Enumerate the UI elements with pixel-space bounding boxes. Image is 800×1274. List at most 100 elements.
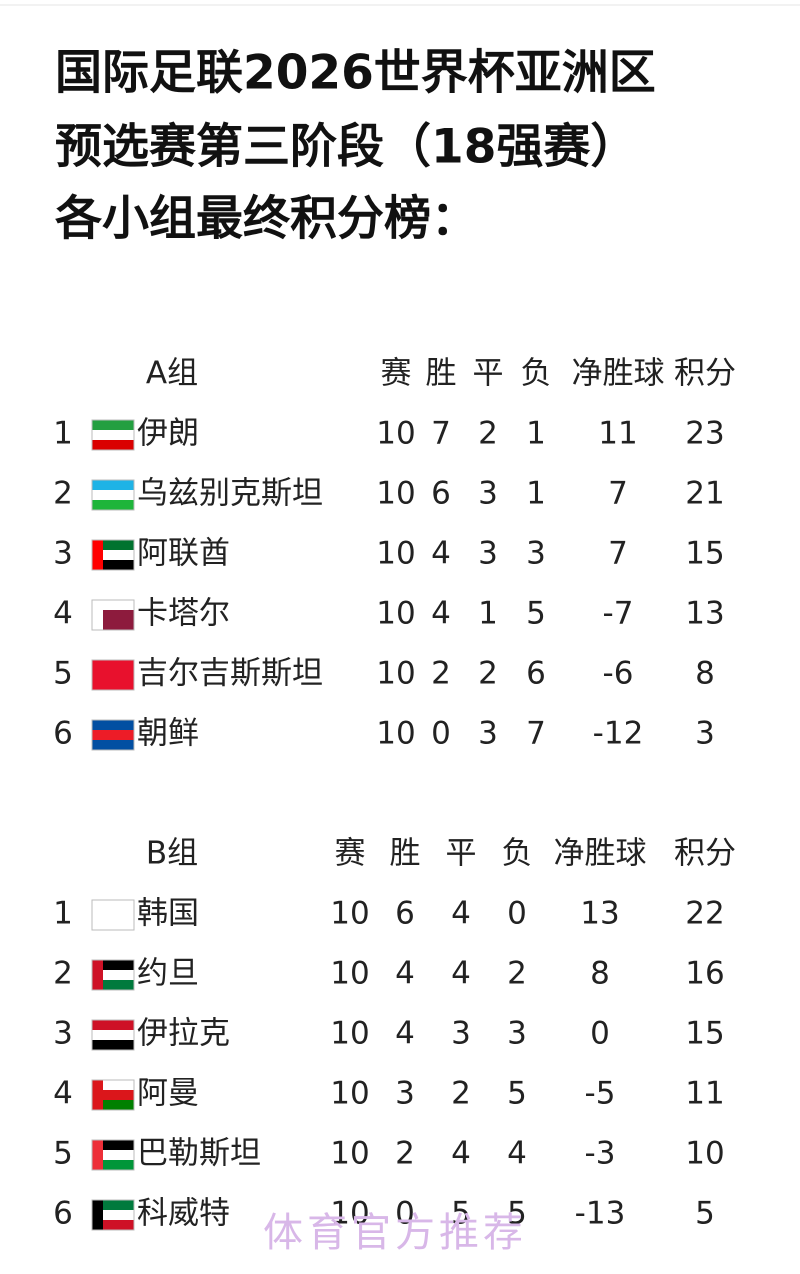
stat: 11 [685,1076,724,1112]
flag [91,599,135,631]
rank: 3 [53,1016,73,1052]
stat: 10 [330,1016,369,1052]
title-line: 各小组最终积分榜： [55,192,478,247]
flag-stripe [92,740,134,750]
stat: 0 [395,1196,415,1232]
flag-frame [91,1139,135,1171]
flag-frame [91,479,135,511]
flag [91,899,135,931]
rank: 6 [53,1196,73,1232]
flag-stripe [92,480,134,490]
flag [91,479,135,511]
stat: 7 [431,416,451,452]
flag-band [92,1140,103,1170]
flag [91,719,135,751]
stat: 10 [685,1136,724,1172]
stat: 4 [507,1136,527,1172]
column-header: 净胜球 [572,356,665,392]
stat: 23 [685,416,724,452]
stat: 3 [478,716,498,752]
stat: 5 [507,1076,527,1112]
stat: 4 [395,956,415,992]
team-name: 科威特 [137,1196,230,1232]
stat: 10 [330,1076,369,1112]
stat: 1 [526,416,546,452]
stat: -13 [575,1196,626,1232]
stat: 10 [376,656,415,692]
flag-stripe [92,980,134,990]
stat: 2 [507,956,527,992]
column-header: 净胜球 [554,836,647,872]
flag-stripe [92,720,134,730]
watermark: 体育官方推荐 [263,1210,527,1256]
stat: 3 [526,536,546,572]
team-name: 伊拉克 [137,1016,230,1052]
flag-frame [91,659,135,691]
stat: 1 [526,476,546,512]
rank: 4 [53,596,73,632]
flag [91,1139,135,1171]
team-name: 阿联酋 [137,536,230,572]
flag-stripe [92,1030,134,1040]
flag [91,1199,135,1231]
stat: 10 [376,716,415,752]
column-header: 胜 [426,356,457,392]
flag-stripe [92,540,134,550]
stat: 8 [590,956,610,992]
rank: 4 [53,1076,73,1112]
flag-band [92,1200,103,1230]
flag-stripe [92,560,134,570]
stat: 10 [376,416,415,452]
stat: 3 [478,536,498,572]
flag [91,1079,135,1111]
flag-stripe [92,660,134,670]
stat: 4 [451,896,471,932]
column-header: 赛 [335,836,366,872]
stat: 15 [685,536,724,572]
stat: 6 [395,896,415,932]
stat: 2 [478,656,498,692]
team-name: 朝鲜 [137,716,199,752]
column-header: 积分 [674,836,736,872]
flag-stripe [92,1140,134,1150]
stat: 13 [685,596,724,632]
stat: 7 [608,476,628,512]
stat: 0 [507,896,527,932]
team-name: 阿曼 [137,1076,199,1112]
flag-frame [91,1019,135,1051]
flag-stripe [92,1090,134,1100]
title-line: 国际足联2026世界杯亚洲区 [55,46,656,101]
rank: 2 [53,956,73,992]
stat: 15 [685,1016,724,1052]
flag-stripe [92,670,134,680]
flag [91,539,135,571]
flag-frame [91,539,135,571]
flag-stripe [92,500,134,510]
stat: 10 [376,476,415,512]
flag-frame [91,1199,135,1231]
rank: 5 [53,1136,73,1172]
column-header: 胜 [390,836,421,872]
stat: 3 [478,476,498,512]
flag-stripe [92,420,134,430]
rank: 5 [53,656,73,692]
flag-stripe [92,920,134,930]
stat: 3 [451,1016,471,1052]
team-name: 卡塔尔 [137,596,230,632]
stat: 10 [330,896,369,932]
flag-stripe [92,620,134,630]
stat: 8 [695,656,715,692]
flag-band [92,1080,103,1110]
stat: 7 [526,716,546,752]
title-line: 预选赛第三阶段（18强赛） [55,120,637,175]
stat: 5 [507,1196,527,1232]
stat: 2 [395,1136,415,1172]
stat: 13 [580,896,619,932]
flag-frame [91,959,135,991]
group-name: B组 [146,836,198,872]
flag-stripe [92,960,134,970]
stat: 4 [431,536,451,572]
stat: -7 [603,596,634,632]
flag-stripe [92,440,134,450]
